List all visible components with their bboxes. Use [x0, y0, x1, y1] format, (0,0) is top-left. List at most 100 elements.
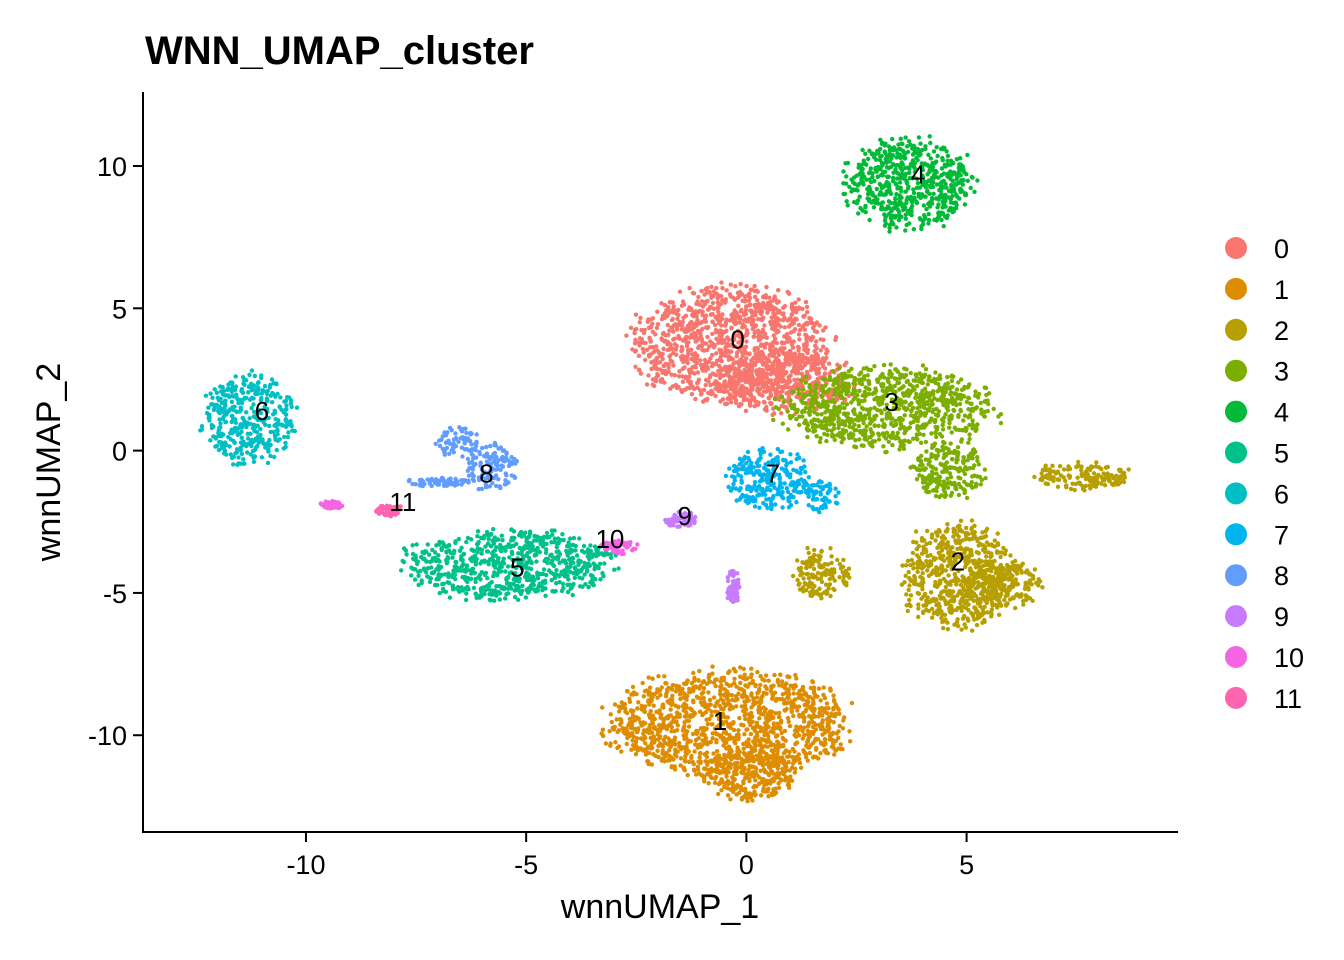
point [680, 299, 686, 304]
point [867, 387, 872, 392]
point [962, 593, 967, 599]
point [925, 568, 930, 573]
point [756, 301, 761, 307]
point [696, 677, 701, 683]
point [994, 566, 999, 571]
point [608, 712, 613, 717]
point [780, 421, 785, 426]
point [703, 341, 709, 346]
point [1102, 476, 1108, 481]
point [819, 412, 824, 417]
point [1003, 548, 1008, 553]
point [925, 382, 930, 387]
point [881, 444, 886, 449]
point [692, 322, 698, 327]
point [749, 754, 754, 760]
point [810, 708, 816, 714]
point [632, 327, 638, 333]
point [993, 570, 998, 576]
point [743, 298, 748, 303]
point [921, 610, 926, 616]
point [677, 322, 682, 327]
point [947, 417, 952, 422]
point [959, 377, 964, 382]
point [1093, 484, 1099, 489]
point [691, 670, 696, 676]
point [784, 706, 789, 712]
point [810, 679, 815, 684]
point [795, 708, 800, 713]
point [976, 551, 981, 556]
point [866, 412, 872, 417]
point [743, 716, 748, 722]
point [993, 595, 998, 600]
point [782, 770, 787, 775]
point [738, 401, 743, 407]
point [706, 359, 712, 365]
point [643, 340, 648, 346]
point [779, 718, 784, 723]
point [755, 669, 760, 675]
point [710, 371, 716, 376]
point [997, 585, 1002, 590]
point [869, 430, 874, 435]
point [1094, 460, 1099, 465]
point [906, 426, 911, 431]
point [707, 344, 712, 349]
point [786, 391, 792, 396]
point [978, 400, 983, 406]
point [636, 367, 642, 372]
point [786, 759, 791, 765]
point [810, 361, 815, 367]
point [817, 557, 822, 562]
point [790, 761, 796, 766]
point [1057, 464, 1063, 469]
point [948, 390, 954, 395]
point [770, 696, 775, 701]
point [660, 751, 665, 756]
point [627, 716, 633, 722]
point [772, 312, 778, 317]
point [998, 420, 1004, 426]
point [985, 408, 990, 414]
point [736, 303, 741, 308]
point [769, 315, 774, 320]
point [687, 374, 692, 379]
point [741, 688, 747, 693]
point [720, 285, 725, 291]
point [749, 310, 754, 315]
point [918, 376, 923, 382]
point [771, 771, 776, 776]
point [918, 392, 924, 397]
point [672, 342, 678, 347]
point [1051, 478, 1056, 483]
point [803, 418, 808, 423]
point [708, 382, 713, 388]
point [972, 523, 977, 528]
point [824, 438, 829, 444]
point [880, 431, 886, 436]
point [761, 690, 766, 695]
point [665, 347, 670, 353]
point [868, 367, 874, 373]
point [960, 529, 965, 534]
point [826, 583, 831, 588]
point [651, 737, 656, 742]
point [846, 369, 852, 374]
point [931, 611, 936, 616]
point [704, 759, 709, 764]
point [786, 291, 792, 296]
point [677, 289, 683, 294]
point [697, 709, 703, 714]
point [743, 304, 749, 309]
point [914, 391, 919, 397]
point [959, 627, 964, 632]
point [816, 714, 821, 719]
point [943, 412, 948, 417]
point [729, 312, 735, 317]
point [744, 328, 750, 333]
point [665, 339, 671, 345]
point [846, 389, 851, 394]
point [849, 400, 854, 405]
point [710, 331, 715, 337]
